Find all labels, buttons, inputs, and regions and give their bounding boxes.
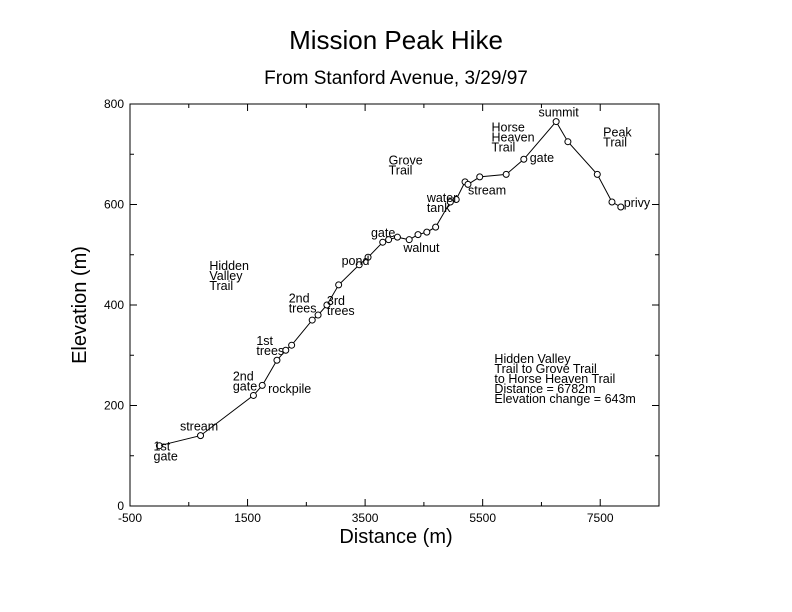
- annotation-label: summit: [539, 106, 580, 120]
- x-tick-label: 7500: [587, 511, 614, 525]
- data-point: [432, 223, 440, 231]
- annotation-label: privy: [624, 196, 651, 210]
- x-tick-label: -500: [118, 511, 142, 525]
- data-point: [617, 203, 625, 211]
- annotation-label: gate: [233, 379, 257, 393]
- data-point: [258, 381, 266, 389]
- annotation-label: water: [426, 191, 458, 205]
- y-tick-label: 800: [104, 97, 124, 111]
- data-point: [308, 316, 316, 324]
- data-point: [249, 391, 257, 399]
- annotation-label: Valley: [209, 269, 243, 283]
- data-point: [364, 253, 372, 261]
- chart-subtitle: From Stanford Avenue, 3/29/97: [264, 68, 528, 89]
- x-axis-label: Distance (m): [339, 526, 452, 548]
- x-tick-label: 3500: [352, 511, 379, 525]
- data-point: [476, 173, 484, 181]
- y-tick-label: 200: [104, 399, 124, 413]
- data-point: [608, 198, 616, 206]
- axis-ticks: -500 1500 3500 5500 7500 0 200 400 600 800: [104, 97, 659, 525]
- data-point: [393, 233, 401, 241]
- data-point: [502, 170, 510, 178]
- data-point: [323, 301, 331, 309]
- annotation-label: gate: [371, 226, 395, 240]
- annotation-label: pond: [342, 254, 370, 268]
- data-point: [414, 231, 422, 239]
- y-tick-label: 0: [117, 499, 124, 513]
- info-line: to Horse Heaven Trail: [494, 372, 615, 386]
- annotation-label: Trail: [603, 136, 627, 150]
- data-point: [197, 432, 205, 440]
- annotation-label: Grove: [389, 153, 423, 167]
- annotation-label: walnut: [402, 241, 440, 255]
- info-line: Elevation change = 643m: [494, 392, 635, 406]
- annotation-label: gate: [530, 151, 554, 165]
- data-point: [464, 180, 472, 188]
- annotation-label: Heaven: [491, 131, 534, 145]
- data-point: [155, 442, 163, 450]
- info-line: Hidden Valley: [494, 352, 571, 366]
- data-point: [273, 356, 281, 364]
- annotation-label: Trail: [491, 141, 515, 155]
- data-point: [282, 346, 290, 354]
- annotation-label: gate: [154, 450, 178, 464]
- annotation-label: Hidden: [209, 259, 249, 273]
- annotation-label: Peak: [603, 126, 632, 140]
- annotation-label: 1st: [154, 440, 171, 454]
- data-point: [355, 261, 363, 269]
- annotation-label: trees: [256, 344, 284, 358]
- data-point: [335, 281, 343, 289]
- info-line: Trail to Grove Trail: [494, 362, 596, 376]
- annotation-label: stream: [468, 183, 506, 197]
- annotation-label: Horse: [491, 121, 524, 135]
- data-point: [446, 198, 454, 206]
- data-point: [452, 195, 460, 203]
- annotation-label: trees: [289, 301, 317, 315]
- annotation-label: 3rd: [327, 294, 345, 308]
- data-point: [552, 118, 560, 126]
- annotation-label: 2nd: [233, 369, 254, 383]
- annotation-label: rockpile: [268, 382, 311, 396]
- y-tick-label: 400: [104, 298, 124, 312]
- data-point: [520, 155, 528, 163]
- x-tick-label: 5500: [469, 511, 496, 525]
- data-point: [405, 236, 413, 244]
- annotation-label: trees: [327, 304, 355, 318]
- info-line: Distance = 6782m: [494, 382, 595, 396]
- y-axis-label: Elevation (m): [69, 246, 91, 364]
- data-points: [155, 118, 625, 450]
- data-point: [379, 238, 387, 246]
- data-point: [314, 311, 322, 319]
- data-point: [288, 341, 296, 349]
- chart-title: Mission Peak Hike: [289, 25, 503, 55]
- annotation-label: 2nd: [289, 291, 310, 305]
- data-point: [593, 170, 601, 178]
- y-tick-label: 600: [104, 198, 124, 212]
- data-point: [423, 228, 431, 236]
- annotation-label: 1st: [256, 334, 273, 348]
- x-tick-label: 1500: [234, 511, 261, 525]
- annotation-label: Trail: [209, 279, 233, 293]
- annotation-label: tank: [427, 201, 451, 215]
- data-point: [564, 138, 572, 146]
- data-point: [385, 236, 393, 244]
- annotation-label: stream: [180, 420, 218, 434]
- annotation-label: Trail: [389, 163, 413, 177]
